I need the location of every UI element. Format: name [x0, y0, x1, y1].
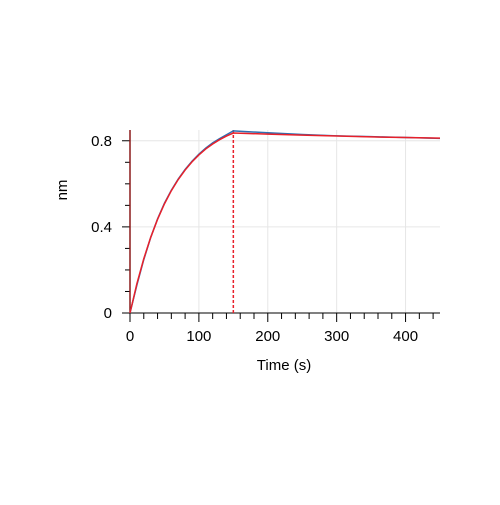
- y-axis-title: nm: [54, 180, 71, 201]
- x-tick-label: 200: [255, 328, 280, 345]
- series-line: [129, 132, 441, 314]
- y-tick-label: 0: [104, 305, 112, 322]
- x-tick-label: 100: [186, 328, 211, 345]
- x-tick-label: 300: [324, 328, 349, 345]
- x-tick-label: 0: [126, 328, 134, 345]
- x-tick-label: 400: [393, 328, 418, 345]
- x-axis-title: Time (s): [257, 357, 311, 374]
- y-tick-label: 0.8: [91, 133, 112, 150]
- y-tick-label: 0.4: [91, 219, 112, 236]
- series-line: [129, 130, 441, 314]
